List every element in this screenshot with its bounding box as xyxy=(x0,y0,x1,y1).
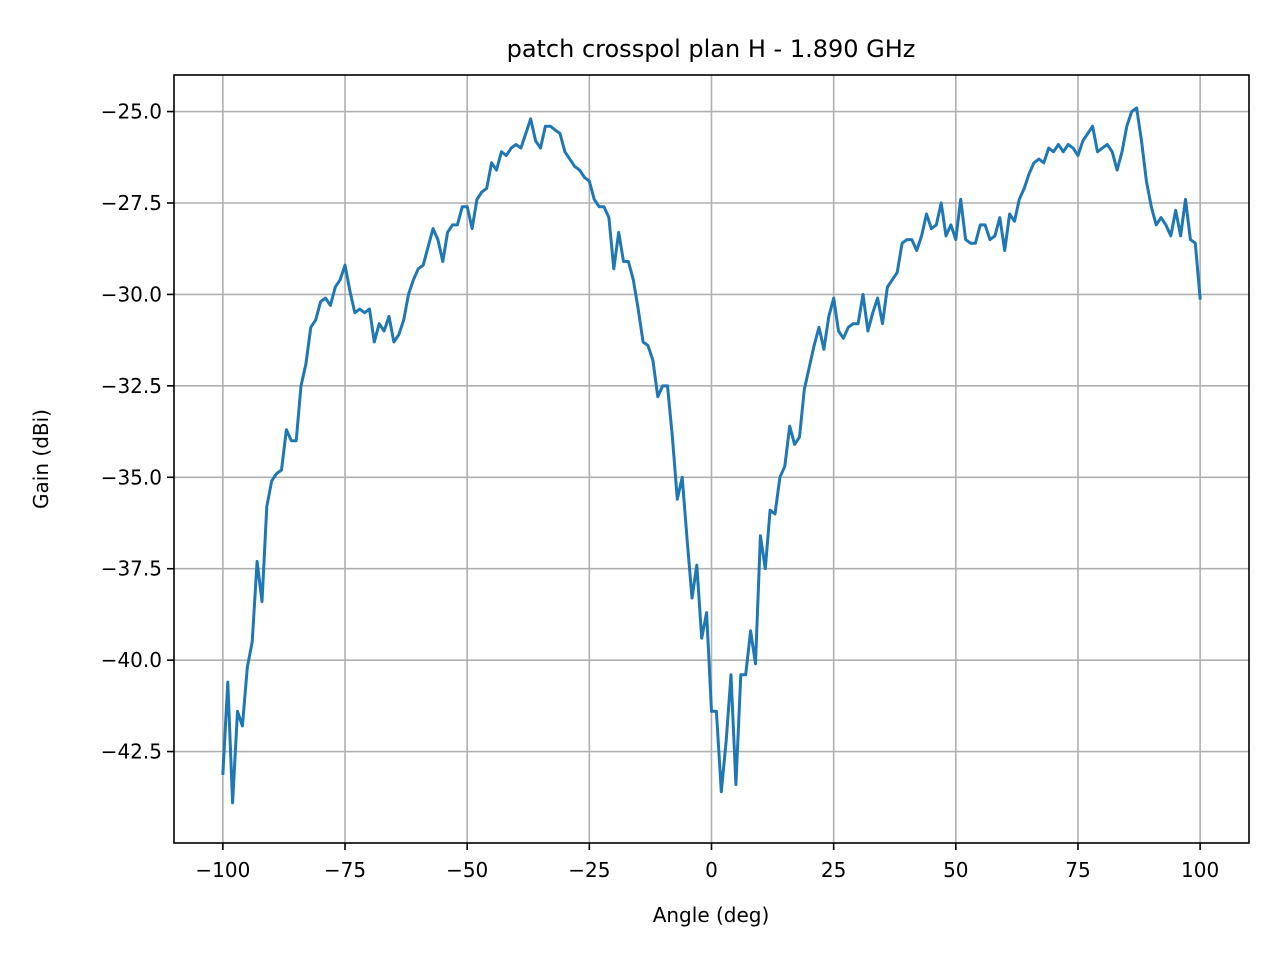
y-axis-label: Gain (dBi) xyxy=(29,409,53,509)
x-tick-label: 25 xyxy=(821,858,846,882)
series-line xyxy=(221,106,1202,805)
x-tick-label: 50 xyxy=(943,858,968,882)
y-axis: −25.0 −27.5 −30.0 −32.5 −35.0 −37.5 −40.0 −42.5 xyxy=(101,100,174,764)
y-tick-label: −37.5 xyxy=(101,557,162,581)
y-tick-label: −35.0 xyxy=(101,465,162,489)
x-axis-label: Angle (deg) xyxy=(653,903,770,927)
y-tick-label: −30.0 xyxy=(101,282,162,306)
x-tick-label: −50 xyxy=(446,858,488,882)
y-tick-label: −42.5 xyxy=(101,740,162,764)
series-layer xyxy=(221,106,1202,805)
x-tick-label: 75 xyxy=(1065,858,1090,882)
y-tick-label: −27.5 xyxy=(101,191,162,215)
x-tick-label: 100 xyxy=(1181,858,1219,882)
x-tick-label: 0 xyxy=(705,858,718,882)
x-tick-label: −100 xyxy=(195,858,250,882)
chart-title: patch crosspol plan H - 1.890 GHz xyxy=(507,35,916,63)
x-axis: −100 −75 −50 −25 0 25 50 75 100 xyxy=(195,843,1219,882)
x-tick-label: −25 xyxy=(568,858,610,882)
y-tick-label: −40.0 xyxy=(101,648,162,672)
x-tick-label: −75 xyxy=(324,858,366,882)
grid xyxy=(174,75,1249,843)
y-tick-label: −25.0 xyxy=(101,100,162,124)
y-tick-label: −32.5 xyxy=(101,374,162,398)
